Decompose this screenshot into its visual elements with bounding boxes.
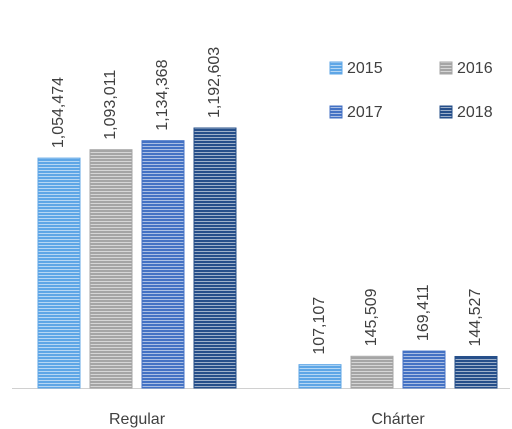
data-label: 169,411 <box>415 284 432 341</box>
legend-label: 2016 <box>457 60 493 77</box>
legend-swatch <box>439 105 453 119</box>
bar <box>454 355 498 389</box>
legend-label: 2017 <box>347 104 383 121</box>
bar <box>193 127 237 389</box>
data-label: 107,107 <box>311 297 328 355</box>
data-label: 144,527 <box>467 289 484 347</box>
legend-swatch <box>329 61 343 75</box>
data-label: 1,134,368 <box>154 59 171 130</box>
bar <box>141 140 185 389</box>
data-label: 1,093,011 <box>102 70 119 140</box>
bar <box>37 157 81 389</box>
bar <box>89 149 133 389</box>
data-label: 1,054,474 <box>50 77 67 148</box>
data-label: 145,509 <box>363 288 380 346</box>
x-tick-label: Chárter <box>371 411 425 428</box>
legend-label: 2015 <box>347 60 383 77</box>
legend-swatch <box>439 61 453 75</box>
legend-label: 2018 <box>457 104 493 121</box>
legend-swatch <box>329 105 343 119</box>
bar <box>402 350 446 389</box>
x-tick-label: Regular <box>109 411 166 428</box>
bar <box>350 355 394 389</box>
bar <box>298 364 342 389</box>
data-label: 1,192,603 <box>206 47 223 118</box>
